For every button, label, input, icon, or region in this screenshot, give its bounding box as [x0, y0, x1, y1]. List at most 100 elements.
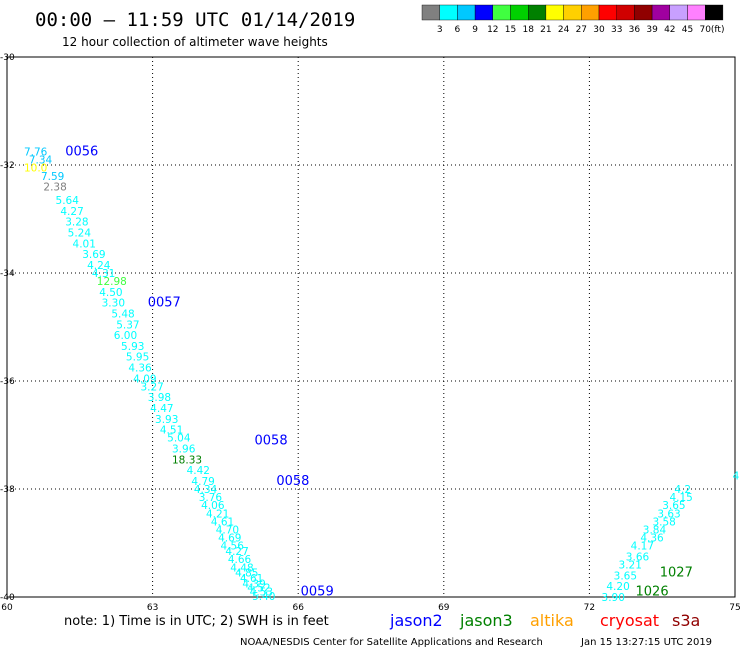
swh-value: 4.15 [669, 492, 692, 504]
swh-value: 4.2 [674, 484, 691, 496]
scale-label: 15 [505, 25, 516, 35]
swh-value: 4.48 [230, 562, 253, 574]
swh-value: 4.52 [247, 582, 270, 594]
color-swatch [634, 4, 653, 21]
scale-label: 36 [629, 25, 641, 35]
scale-label: 42 [664, 25, 675, 35]
swh-value: 3.21 [619, 560, 642, 572]
scale-label: 30 [593, 25, 605, 35]
swh-value: 3.84 [643, 525, 667, 537]
swh-value: 4.20 [606, 581, 629, 593]
swh-value: 4.21 [206, 508, 229, 520]
track-label: 0057 [148, 296, 181, 311]
swh-value: 3.93 [155, 414, 178, 426]
track-label: 0056 [65, 145, 98, 160]
plot-frame [6, 56, 736, 598]
swh-value: 5.24 [68, 228, 92, 240]
units-note: note: 1) Time is in UTC; 2) SWH is in fe… [64, 614, 329, 629]
color-swatch [616, 4, 635, 21]
scale-label: 6 [455, 25, 461, 35]
color-swatch [705, 4, 724, 21]
swh-value: 3.58 [652, 516, 675, 528]
track-labels: 0056 0057 0058 0058 0059 1027 1026 [65, 145, 693, 600]
track-label: 1027 [660, 566, 693, 581]
map-subtitle: 12 hour collection of altimeter wave hei… [62, 35, 328, 49]
lat-tick-label: -30 [0, 53, 15, 63]
swh-value: 5.48 [111, 309, 134, 321]
scale-label: 12 [487, 25, 498, 35]
swh-value: 5.40 [252, 591, 275, 603]
swh-value: 7.34 [29, 155, 53, 167]
map-title: 00:00 – 11:59 UTC 01/14/2019 [35, 9, 355, 31]
lon-tick-label: 69 [438, 603, 450, 613]
color-swatch [581, 4, 600, 21]
legend-entry: jason2 [389, 611, 443, 630]
swh-value: 4.56 [221, 541, 245, 553]
swh-value: 3.96 [172, 444, 196, 456]
scale-label: 24 [558, 25, 570, 35]
swh-value: 3.65 [614, 570, 637, 582]
scale-label: 33 [611, 25, 622, 35]
swh-value: 12.98 [97, 276, 127, 288]
legend-entry: cryosat [600, 611, 659, 630]
color-swatch [457, 4, 476, 21]
scale-label: 21 [540, 25, 551, 35]
scale-label: 3 [437, 25, 443, 35]
swh-value: 3.30 [102, 298, 125, 310]
scale-unit: (ft) [711, 25, 725, 35]
swh-value: 7.59 [41, 171, 64, 183]
swh-value: 4.39 [242, 579, 265, 591]
swh-value: 5.95 [126, 352, 149, 364]
swh-value: 4.61 [211, 516, 234, 528]
color-swatch [474, 4, 494, 21]
swh-value: 3.27 [140, 381, 163, 393]
color-swatch [669, 4, 688, 21]
swh-value: 5.64 [56, 195, 80, 207]
swh-value: 4.09 [133, 373, 156, 385]
lon-tick-label: 60 [1, 603, 13, 613]
swh-value: 6.00 [114, 330, 137, 342]
lat-tick-label: -34 [0, 269, 15, 279]
swh-value: 4 [733, 471, 740, 483]
swh-value: 4.69 [218, 533, 241, 545]
swh-value: 7.76 [24, 147, 48, 159]
lat-tick-label: -36 [0, 377, 15, 387]
lon-tick-label: 72 [584, 603, 595, 613]
swh-value: 4.85 [235, 568, 258, 580]
scale-label: 70 [699, 25, 711, 35]
track-label: 0059 [301, 585, 334, 600]
swh-value: 3.63 [657, 508, 680, 520]
swh-value: 4.27 [225, 546, 248, 558]
scale-label: 27 [576, 25, 587, 35]
swh-value: 4.24 [87, 260, 111, 272]
swh-value: 4.36 [640, 533, 664, 545]
swh-value: 4.42 [187, 465, 210, 477]
lat-lon-grid [7, 57, 735, 597]
color-swatch [545, 4, 564, 21]
swh-value: 3.98 [148, 392, 171, 404]
swh-value: 4.47 [150, 403, 173, 415]
swh-value: 4.53 [250, 587, 273, 599]
generation-timestamp: Jan 15 13:27:15 UTC 2019 [580, 637, 712, 648]
swh-value: 3.66 [626, 552, 650, 564]
track-label: 1026 [636, 585, 669, 600]
swh-value: 2.38 [43, 182, 66, 194]
swh-value: 4.51 [160, 425, 183, 437]
color-swatch [687, 4, 706, 21]
swh-value: 4.50 [99, 287, 122, 299]
color-scale-bar: 3 6 9 12 15 18 21 24 27 30 33 36 39 42 45 70 (ft) [421, 4, 725, 35]
swh-value: 4.06 [201, 500, 225, 512]
swh-value: 3.65 [662, 500, 685, 512]
swh-value: 3.90 [602, 592, 625, 604]
color-swatch [421, 4, 440, 21]
color-swatch [598, 4, 617, 21]
lat-tick-label: -40 [0, 593, 15, 603]
swh-value: 4.01 [73, 238, 96, 250]
swh-value: 4.66 [228, 554, 252, 566]
scale-label: 45 [682, 25, 693, 35]
swh-value: 18.33 [172, 454, 202, 466]
scale-label: 9 [472, 25, 478, 35]
legend-entry: altika [530, 611, 574, 630]
lon-tick-label: 63 [147, 603, 158, 613]
